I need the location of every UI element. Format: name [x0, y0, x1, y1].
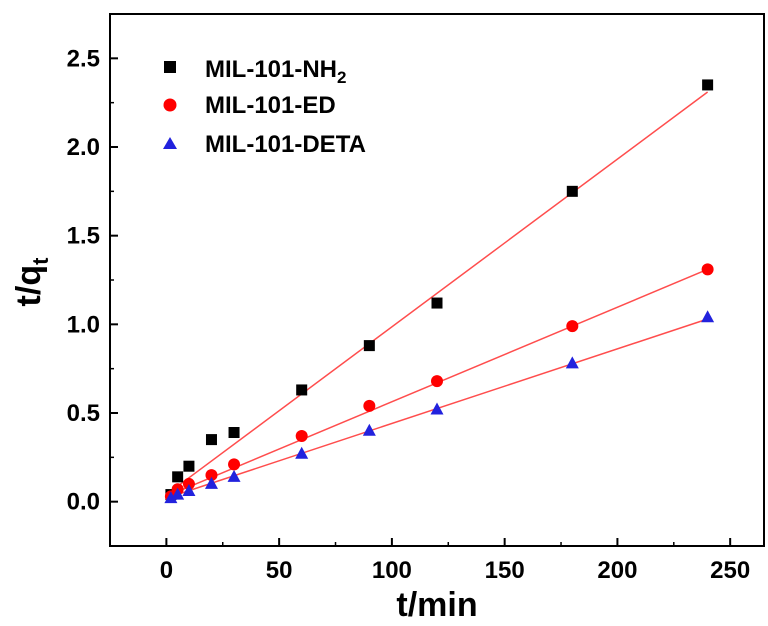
point-triangle [182, 484, 196, 497]
point-triangle [362, 423, 376, 436]
point-square [566, 185, 578, 197]
y-tick-label: 2.5 [67, 45, 100, 72]
legend-label-deta: MIL-101-DETA [205, 131, 366, 158]
point-square [205, 434, 217, 446]
data-points [164, 79, 715, 504]
point-circle [182, 477, 195, 490]
x-tick-label: 250 [710, 557, 750, 584]
legend: MIL-101-NH2 MIL-101-ED MIL-101-DETA [163, 56, 366, 158]
point-square [228, 427, 240, 439]
x-tick-label: 200 [597, 557, 637, 584]
point-triangle [295, 446, 309, 459]
x-axis-title: t/min [396, 586, 477, 624]
point-triangle [204, 476, 218, 489]
point-circle [701, 263, 714, 276]
point-triangle [171, 487, 185, 500]
y-tick-label: 1.5 [67, 223, 100, 250]
point-triangle [227, 469, 241, 482]
point-circle [566, 320, 579, 333]
y-tick-label: 2.0 [67, 134, 100, 161]
legend-marker-nh2 [164, 61, 176, 73]
point-triangle [164, 491, 178, 504]
point-square [296, 384, 308, 396]
y-tick-label: 0.0 [67, 489, 100, 516]
point-square [172, 471, 184, 483]
point-circle [295, 430, 308, 443]
point-square [431, 297, 443, 309]
point-circle [431, 375, 443, 388]
point-circle [205, 469, 218, 482]
x-tick-label: 50 [266, 557, 293, 584]
legend-marker-ed [163, 98, 177, 112]
fit-line-square [165, 91, 709, 496]
point-triangle [430, 402, 444, 415]
point-triangle [701, 310, 715, 323]
legend-marker-deta [163, 137, 177, 149]
point-triangle [565, 356, 579, 369]
point-square [183, 460, 195, 472]
x-tick-label: 150 [485, 557, 525, 584]
y-axis-title: t/qt [10, 257, 53, 307]
x-tick-label: 0 [160, 557, 173, 584]
point-circle [363, 399, 376, 412]
point-square [363, 340, 375, 352]
point-square [702, 79, 714, 91]
axis-ticks: 0 50 100 150 200 250 0.0 0.5 1.0 1.5 2.0 2.5 [67, 45, 751, 584]
x-tick-label: 100 [372, 557, 412, 584]
y-tick-label: 0.5 [67, 400, 100, 427]
legend-label-nh2: MIL-101-NH2 [205, 56, 346, 87]
legend-label-ed: MIL-101-ED [205, 92, 336, 119]
y-tick-label: 1.0 [67, 311, 100, 338]
point-circle [228, 458, 241, 471]
